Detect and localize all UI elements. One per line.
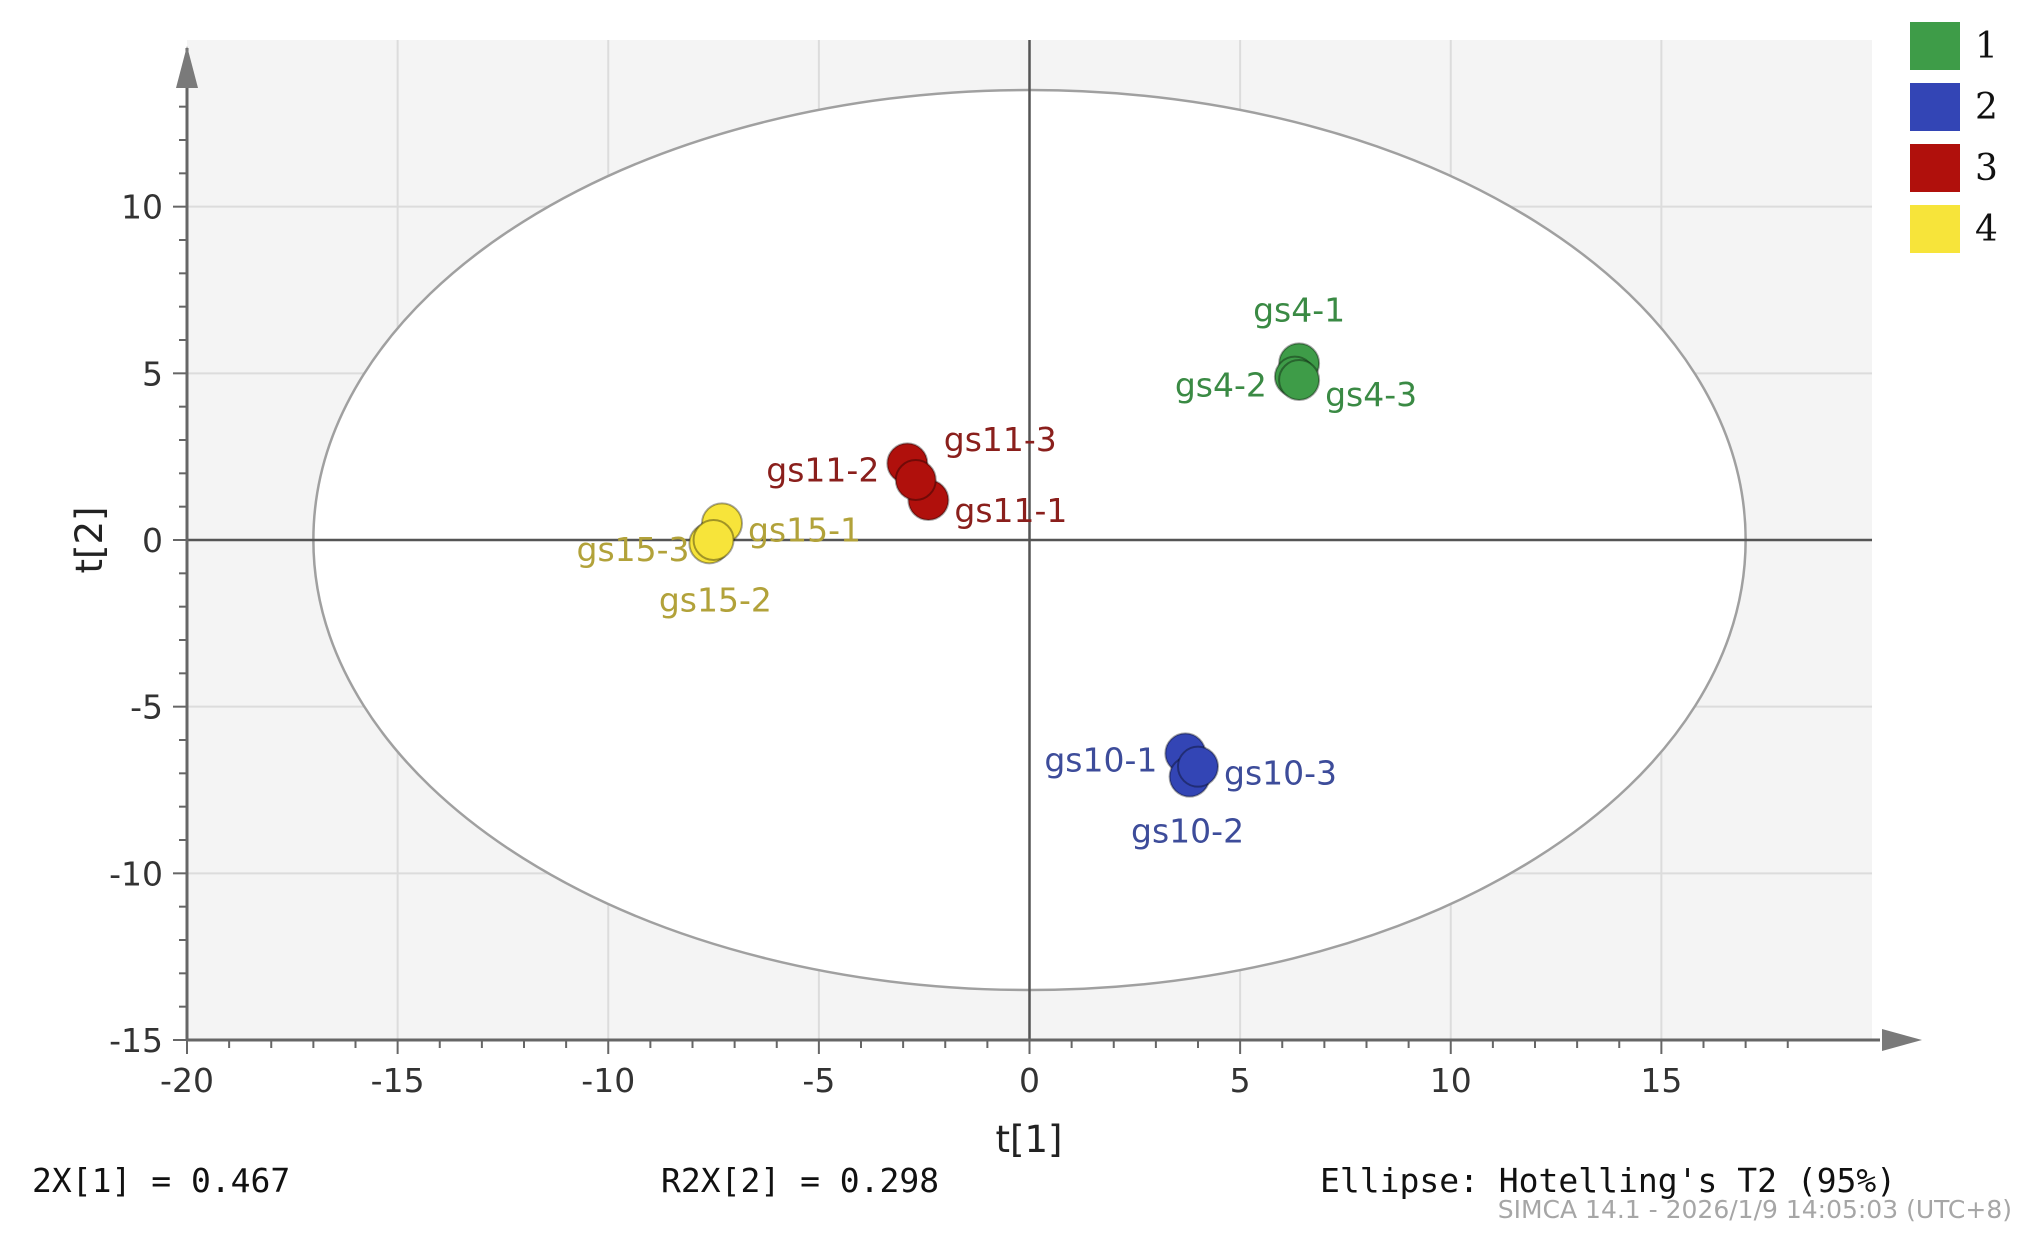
x-tick-label: 0 bbox=[1019, 1061, 1040, 1100]
point-label-gs10-1: gs10-1 bbox=[1044, 740, 1157, 779]
data-point-gs15-3 bbox=[692, 519, 735, 561]
point-label-gs11-1: gs11-1 bbox=[954, 491, 1067, 530]
x-tick-label: 5 bbox=[1230, 1061, 1251, 1100]
y-tick-label: -5 bbox=[130, 688, 163, 727]
x-tick-label: -5 bbox=[802, 1061, 835, 1100]
legend-swatch-3 bbox=[1910, 144, 1960, 192]
x-axis-arrow bbox=[1882, 1029, 1922, 1051]
legend-label-4: 4 bbox=[1975, 209, 1998, 250]
y-tick-label: 5 bbox=[142, 354, 163, 393]
legend: 1 2 3 4 bbox=[1910, 22, 1998, 253]
data-point-gs11-3 bbox=[894, 459, 937, 501]
y-tick-label: 0 bbox=[142, 521, 163, 560]
x-tick-label: -20 bbox=[160, 1061, 214, 1100]
x-tick-label: -10 bbox=[581, 1061, 635, 1100]
y-tick-label: -10 bbox=[109, 854, 163, 893]
y-tick-label: -15 bbox=[109, 1021, 163, 1060]
point-label-gs10-3: gs10-3 bbox=[1224, 754, 1337, 793]
r2x2-readout: R2X[2] = 0.298 bbox=[661, 1161, 939, 1200]
x-axis-title: t[1] bbox=[996, 1118, 1063, 1161]
legend-label-3: 3 bbox=[1975, 148, 1998, 189]
point-label-gs4-3: gs4-3 bbox=[1325, 375, 1417, 414]
point-label-gs4-1: gs4-1 bbox=[1253, 290, 1345, 329]
y-tick-label: 10 bbox=[121, 188, 163, 227]
x-tick-label: 10 bbox=[1430, 1061, 1472, 1100]
x-tick-label: 15 bbox=[1640, 1061, 1682, 1100]
software-stamp: SIMCA 14.1 - 2026/1/9 14:05:03 (UTC+8) bbox=[1498, 1195, 2012, 1224]
point-label-gs11-2: gs11-2 bbox=[766, 450, 879, 489]
point-label-gs11-3: gs11-3 bbox=[944, 420, 1057, 459]
data-points bbox=[688, 342, 1321, 798]
point-label-gs15-2: gs15-2 bbox=[659, 580, 772, 619]
data-point-gs10-3 bbox=[1177, 745, 1219, 788]
point-labels: gs4-1 gs4-2 gs4-3 gs10-1 gs10-2 gs10-3 gs11-1 g… bbox=[577, 290, 1418, 850]
legend-swatch-2 bbox=[1910, 83, 1960, 131]
zero-lines bbox=[187, 40, 1872, 1040]
legend-swatch-1 bbox=[1910, 22, 1960, 70]
data-point-gs4-3 bbox=[1278, 359, 1321, 401]
r2x1-readout: 2X[1] = 0.467 bbox=[32, 1161, 290, 1200]
x-tick-label: -15 bbox=[371, 1061, 425, 1100]
point-label-gs15-3: gs15-3 bbox=[577, 530, 690, 569]
ellipse-caption: Ellipse: Hotelling's T2 (95%) bbox=[1320, 1161, 1896, 1200]
y-axis-title: t[2] bbox=[68, 507, 111, 574]
legend-swatch-4 bbox=[1910, 205, 1960, 253]
legend-label-2: 2 bbox=[1975, 87, 1998, 128]
y-axis-arrow bbox=[176, 46, 198, 88]
point-label-gs10-2: gs10-2 bbox=[1131, 812, 1244, 851]
point-label-gs15-1: gs15-1 bbox=[748, 510, 861, 549]
legend-label-1: 1 bbox=[1975, 26, 1998, 67]
point-label-gs4-2: gs4-2 bbox=[1175, 366, 1267, 405]
